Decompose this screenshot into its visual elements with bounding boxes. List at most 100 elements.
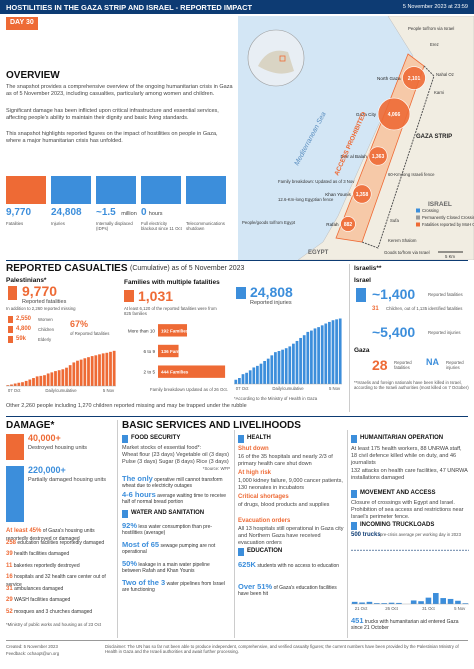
map: 2,101 North Gaza 4,066 Gaza City 1,363 Deir a… [238,16,474,260]
person-icon [356,288,366,302]
breakdown-value: 59k [16,336,27,342]
region-name: North Gaza [377,76,401,81]
legend-symbol [416,215,420,220]
stat: 451 trucks with humanitarian aid entered… [351,616,469,632]
region-name: Khan Younis [325,192,351,197]
bar [234,379,238,384]
stat-value: Over 51% [238,582,273,591]
bar [462,603,469,604]
bar [241,374,245,384]
figure-label: Fatalities [6,221,24,226]
health-title: Evacuation orders [238,518,291,524]
breakdown-icon [8,316,13,323]
map-annotation: 12.6-Km-long Egyptian fence [278,197,334,202]
health-title: Shut down [238,446,269,452]
bar [328,321,331,384]
stat-text: bakeries reportedly destroyed [13,562,80,569]
bar [433,593,439,604]
fatality-bubble [340,216,356,232]
stat-text: WASH facilities damaged [14,597,71,603]
figure-icon [96,176,136,204]
value-label: 192 Families [161,328,189,333]
bar [374,603,380,604]
bar [21,382,24,386]
stat: 258 education facilities reportedly dama… [6,540,116,548]
bar [76,360,79,386]
bar [310,330,313,384]
bar [248,370,252,384]
section-heading: REPORTED CASUALTIES [6,263,128,274]
subgroup-heading: Gaza [354,347,370,354]
bar [292,343,295,384]
paragraph: The snapshot provides a comprehensive ov… [6,84,233,97]
gaza-fatalities-value: 28 [372,357,388,373]
bar [94,355,98,386]
breakdown-label: Women [38,317,53,322]
figure-value: 9,770 [6,207,32,218]
bar [238,378,241,384]
breakdown-value: 4,800 [16,326,32,332]
x-tick-label: 31 Oct [422,606,435,611]
fatalities-label: Reported fatalities [428,292,463,297]
injuries-note: *According to the Ministry of Health in … [234,396,318,401]
bar [17,382,21,386]
bar [335,319,338,384]
bar-chart: 07 Oct 5 Nov Daily/cumulative [6,350,116,393]
fatalities-value: ~1,400 [372,286,416,302]
column-divider [349,264,350,412]
stat-text: hospitals and 32 health care center out … [6,574,106,588]
map-annotation: Goods to/from via Israel [384,250,430,255]
figure-unit: hours [148,211,163,217]
stat-text: sewage pumping are not operational [122,543,216,556]
bar [57,370,61,386]
stat: 39 health facilities damaged [6,551,116,559]
map-annotation: Kerem Shalom [388,238,417,243]
bar-chart: More than 10 192 Families 6 to 9 136 Famili… [128,324,226,378]
title: HOSTILITIES IN THE GAZA STRIP AND ISRAEL… [6,3,253,12]
children-value: 31 [372,306,379,312]
bar [277,351,281,384]
scale-label: 5 Km [445,254,455,259]
bar [245,372,248,384]
breakdown-icon [8,336,13,343]
figure-label: Internally displaced (IDPs) [96,221,133,232]
stat: 16 hospitals and 32 health care center o… [6,574,116,588]
bar [302,335,306,384]
bar [87,357,90,386]
fatality-bubble [402,66,426,90]
share-label: of Reported fatalities [70,331,110,336]
bar [252,367,256,384]
stat: 31 ambulances damaged [6,586,116,594]
stat: Two of the 3 water pipelines from Israel… [122,578,230,594]
subsection-heading: HEALTH [238,435,353,443]
subsection-heading: INCOMING TRUCKLOADS [351,522,474,530]
legend-symbol [416,208,420,213]
stat-text: operative mill cannot transform wheat du… [122,477,223,490]
health-title: At high risk [238,470,272,476]
figure-unit: million [121,211,137,217]
bar [259,363,263,384]
bar [388,602,395,604]
bar [98,354,101,386]
subsection-heading: HUMANITARIAN OPERATION [351,435,474,443]
day-badge: DAY 30 [6,17,38,30]
stat-value: 625K [238,560,256,569]
stat-value: At least 45% [6,528,42,534]
bar [425,597,432,604]
bar [68,365,72,386]
bar [65,367,68,386]
stock-item: Wheat flour (23 days) [122,452,175,458]
stat-text: mosques and 3 churches damaged [14,608,93,615]
inset-frame [279,55,286,62]
stocks-title: Market stocks of essential food*: [122,445,202,451]
figure-label: Injuries [51,221,65,226]
section-heading: DAMAGE* [6,420,55,431]
figure-value: 24,808 [51,207,82,218]
israelis-note: **Israelis and foreign nationals have be… [354,380,469,391]
bar [158,365,226,378]
group-heading: Palestinians* [6,277,47,284]
bar [101,353,105,386]
bar [447,598,454,604]
stat: 29 WASH facilities damaged [6,597,116,605]
